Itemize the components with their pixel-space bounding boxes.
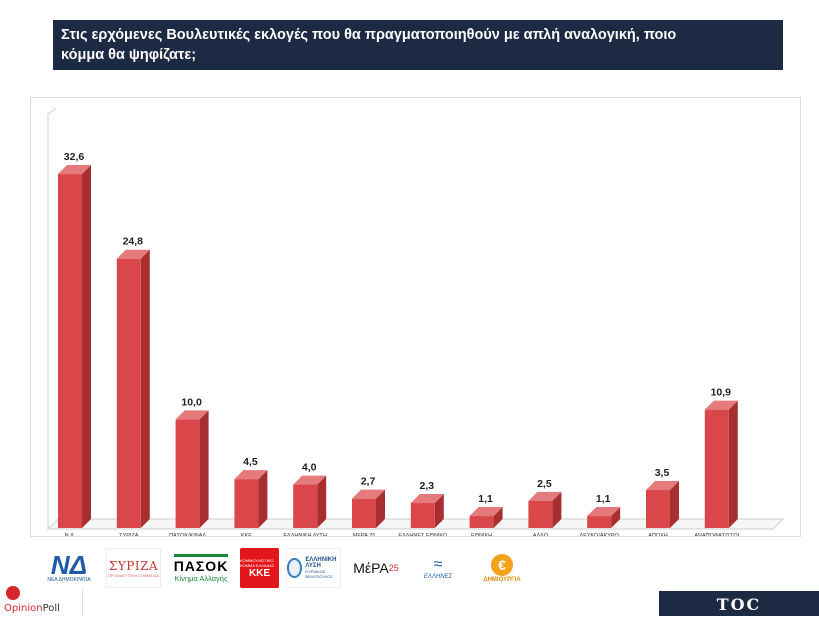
category-label: ΣΥΡΙΖΑ [119,533,139,536]
syriza-logo-text: ΠΡΟΟΔΕΥΤΙΚΗ ΣΥΜΜΑΧΙΑ [108,572,159,578]
bar-value-label: 2,7 [361,476,376,488]
bar-value-label: 4,5 [243,456,258,468]
bar [704,409,729,528]
syriza-logo-icon: ΣΥΡΙΖΑ ΠΡΟΟΔΕΥΤΙΚΗ ΣΥΜΜΑΧΙΑ [106,548,161,588]
bar [469,516,494,528]
bar-value-label: 4,0 [302,462,317,474]
ellines-logo-icon: ≈ ΕΛΛΗΝΕΣ [412,548,464,588]
opinion-poll-text-b: Poll [42,603,60,614]
bar-value-label: 2,5 [537,478,552,490]
bar-side [552,491,562,528]
chart-title-line-1: Στις ερχόμενες Βουλευτικές εκλογές που θ… [61,27,677,43]
bar-value-label: 3,5 [655,467,670,479]
nd-logo-mark: ΝΔ [50,549,88,580]
bar [587,516,612,528]
bar [234,479,259,528]
category-label: ΛΕΥΚΟ/ΑΚΥΡΟ [580,533,620,536]
bar-side [140,249,150,528]
bar [528,500,553,528]
bar-top [646,481,679,490]
category-label: ΚΚΕ [241,533,252,536]
bar [293,484,318,528]
bar-top [469,507,503,517]
syriza-logo-mark: ΣΥΡΙΖΑ [108,558,159,573]
elliniki-lysi-mark-2: ΛΥΣΗ [305,563,321,569]
category-label: ΑΛΛΟ [533,533,549,536]
category-label: ΕΛΛΗΝΙΚΗ ΛΥΣΗ [283,533,327,536]
opinion-poll-text-a: Opinion [4,603,43,614]
category-label: ΑΝΑΠΟΦΑΣΙΣΤΟΙ [694,533,739,536]
pasok-logo-icon: ΠΑΣΟΚ Κίνημα Αλλαγής [167,548,235,588]
bar-side [611,507,621,528]
ellines-logo-mark: ΕΛΛΗΝΕΣ [423,574,453,580]
kke-logo-text: ΚΟΜΜΟΥΝΙΣΤΙΚΟ ΚΟΜΜΑ ΕΛΛΑΔΑΣ [240,557,275,568]
bar [116,258,141,528]
bar-top [352,489,385,499]
bar-value-label: 2,3 [419,480,434,492]
bar-value-label: 1,1 [478,493,493,505]
bar-side [199,410,209,528]
mera25-logo-num: 25 [388,563,399,573]
pasok-logo-text: Κίνημα Αλλαγής [174,573,228,583]
category-label: ΑΠΟΧΗ [648,533,668,536]
elliniki-lysi-emblem [287,558,303,578]
bar-top [234,470,268,480]
opinion-poll-dot-icon [6,586,20,600]
bar-top [293,475,327,485]
chart-title-banner: Στις ερχόμενες Βουλευτικές εκλογές που θ… [53,20,783,70]
bar-value-label: 10,9 [711,387,732,399]
nd-logo-text: ΝΕΑ ΔΗΜΟΚΡΑΤΙΑ [47,576,91,583]
category-label: ΕΛΛΗΝΕΣ ΕΘΝΙΚΟΚΟΜΜΑ [398,533,448,536]
bar-top [410,494,444,504]
chart-back-wall [47,107,57,529]
bar-top [528,491,562,501]
bar-value-label: 1,1 [596,493,611,505]
kke-logo-icon: ΚΟΜΜΟΥΝΙΣΤΙΚΟ ΚΟΜΜΑ ΕΛΛΑΔΑΣ ΚΚΕ [240,548,279,588]
bar-side [670,481,679,528]
bar-top [116,249,150,259]
bar [646,490,670,528]
bar-side [258,470,268,528]
dimiourgia-logo-mark: € [491,553,513,576]
bar [410,503,435,528]
bar-side [376,489,385,528]
elliniki-lysi-text: ΚΥΡΙΑΚΟΣ ΒΕΛΟΠΟΥΛΟΣ [305,569,333,579]
bar-value-label: 32,6 [64,151,85,163]
pasok-logo-mark: ΠΑΣΟΚ [173,553,229,574]
category-label: Ν.Δ. [65,533,76,536]
chart-area: 32,6 Ν.Δ. 24,8 ΣΥΡΙΖΑ 10,0 ΠΑΣΟΚ/ΚΙΝΑΛ 4,5 ΚΚΕ 4… [30,97,801,537]
bar [175,419,200,528]
bar-chart: 32,6 Ν.Δ. 24,8 ΣΥΡΙΖΑ 10,0 ΠΑΣΟΚ/ΚΙΝΑΛ 4,5 ΚΚΕ 4… [46,107,785,536]
bar-side [317,475,327,528]
dimiourgia-logo-text: ΔΗΜΙΟΥΡΓΙΑ [483,576,521,583]
category-label: ΠΑΣΟΚ/ΚΙΝΑΛ [169,533,206,536]
mera25-logo-mark: ΜέΡΑ [353,560,389,576]
bar-side [434,494,444,528]
dimiourgia-logo-icon: € ΔΗΜΙΟΥΡΓΙΑ [478,548,526,588]
elliniki-lysi-mark-1: ΕΛΛΗΝΙΚΗ [305,557,337,563]
nd-logo-icon: ΝΔ ΝΕΑ ΔΗΜΟΚΡΑΤΙΑ [45,548,93,588]
bar-side [82,165,91,529]
category-label: ΜΕΡΑ 25 [353,533,376,536]
category-label: ΕΘΝΙΚΗΔΗΜΙΟΥΡΓΙΑ [465,533,499,536]
bar [352,498,376,528]
bar-top [58,165,91,175]
mera25-logo-icon: ΜέΡΑ 25 [346,548,406,588]
bar-side [493,507,503,528]
bar-top [587,507,621,517]
bar [58,174,82,529]
toc-logo: TOC [659,591,819,616]
ellines-emblem: ≈ [433,556,443,573]
opinion-poll-logo: OpinionPoll [0,586,83,616]
bar-top [704,400,738,410]
bar-top [175,410,209,420]
elliniki-lysi-logo-icon: ΕΛΛΗΝΙΚΗ ΛΥΣΗ ΚΥΡΙΑΚΟΣ ΒΕΛΟΠΟΥΛΟΣ [286,548,341,588]
bar-value-label: 10,0 [181,396,202,408]
bar-value-label: 24,8 [123,236,144,248]
chart-title-line-2: κόμμα θα ψηφίζατε; [61,47,197,63]
kke-logo-mark: ΚΚΕ [248,567,271,579]
bar-side [728,400,738,528]
